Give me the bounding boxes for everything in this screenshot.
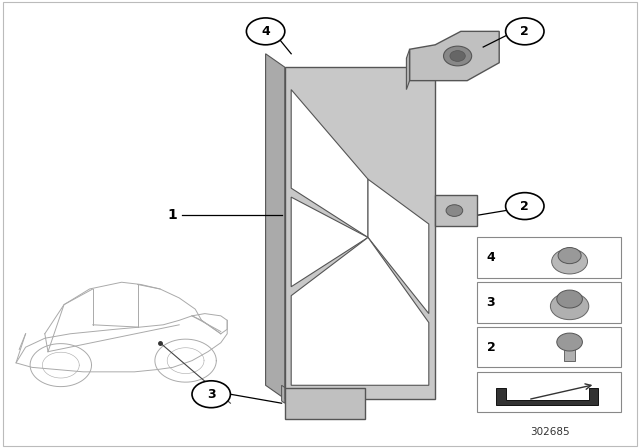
Polygon shape <box>496 388 598 405</box>
Polygon shape <box>285 388 365 419</box>
Circle shape <box>557 290 582 308</box>
Text: 4: 4 <box>486 251 495 264</box>
Text: 1: 1 <box>168 208 178 222</box>
Polygon shape <box>266 54 285 399</box>
Polygon shape <box>410 31 499 81</box>
Text: 2: 2 <box>486 341 495 354</box>
Circle shape <box>192 381 230 408</box>
Circle shape <box>246 18 285 45</box>
Circle shape <box>550 293 589 320</box>
Text: 3: 3 <box>207 388 216 401</box>
Circle shape <box>557 333 582 351</box>
Circle shape <box>552 249 588 274</box>
Polygon shape <box>368 179 429 314</box>
Polygon shape <box>285 67 435 399</box>
Text: 2: 2 <box>520 25 529 38</box>
Circle shape <box>446 205 463 216</box>
Circle shape <box>558 247 581 263</box>
Polygon shape <box>435 195 477 226</box>
Bar <box>477 282 621 323</box>
Polygon shape <box>291 197 368 287</box>
Circle shape <box>506 193 544 220</box>
Polygon shape <box>291 90 368 237</box>
Circle shape <box>450 51 465 61</box>
Text: 4: 4 <box>261 25 270 38</box>
Bar <box>477 237 621 278</box>
Polygon shape <box>291 237 429 385</box>
Polygon shape <box>406 49 410 90</box>
Circle shape <box>506 18 544 45</box>
Bar <box>477 372 621 412</box>
Text: 302685: 302685 <box>531 427 570 437</box>
Bar <box>477 327 621 367</box>
Bar <box>564 347 575 361</box>
Polygon shape <box>282 385 285 403</box>
Circle shape <box>444 46 472 66</box>
Text: 3: 3 <box>486 296 495 309</box>
Text: 2: 2 <box>520 199 529 213</box>
